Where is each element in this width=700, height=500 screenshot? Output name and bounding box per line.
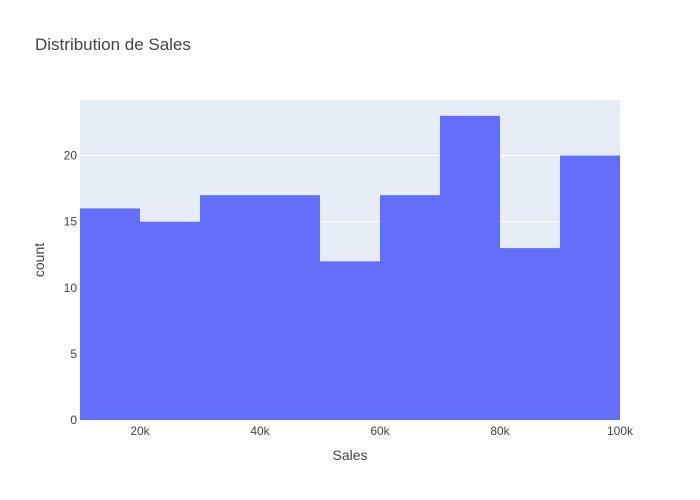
y-tick-label: 0 xyxy=(70,413,77,427)
histogram-bar xyxy=(80,208,140,420)
x-tick-labels: 20k 40k 60k 80k 100k xyxy=(130,424,634,438)
histogram-bar xyxy=(200,195,260,420)
chart-title: Distribution de Sales xyxy=(35,35,191,54)
x-tick-label: 100k xyxy=(607,424,634,438)
x-axis-title: Sales xyxy=(332,447,367,463)
x-tick-label: 20k xyxy=(130,424,150,438)
histogram-bar xyxy=(380,195,440,420)
histogram-bar xyxy=(260,195,320,420)
y-tick-label: 15 xyxy=(64,215,78,229)
bars xyxy=(80,115,620,421)
histogram-bar xyxy=(440,115,500,420)
histogram-bar xyxy=(140,221,200,420)
y-tick-labels: 0 5 10 15 20 xyxy=(64,149,78,427)
y-axis-title: count xyxy=(31,243,47,277)
x-tick-label: 40k xyxy=(250,424,270,438)
histogram-bar xyxy=(500,248,560,420)
x-tick-label: 80k xyxy=(490,424,510,438)
y-tick-label: 10 xyxy=(64,281,78,295)
histogram-bar xyxy=(560,155,620,421)
y-tick-label: 20 xyxy=(64,149,78,163)
x-tick-label: 60k xyxy=(370,424,390,438)
y-tick-label: 5 xyxy=(70,347,77,361)
histogram-bar xyxy=(320,261,380,420)
